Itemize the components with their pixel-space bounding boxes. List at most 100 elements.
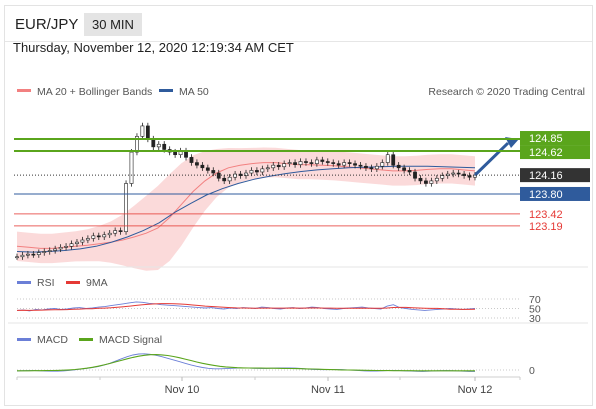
candle-body — [364, 165, 368, 169]
x-tick-label: Nov 12 — [458, 384, 493, 396]
candle-body — [440, 175, 445, 179]
candle-body — [342, 162, 347, 166]
candle-body — [374, 165, 379, 170]
candle-body — [31, 253, 36, 256]
candle-body — [118, 230, 123, 232]
timeframe-button[interactable]: 30 MIN — [84, 13, 142, 36]
candle-body — [145, 125, 150, 140]
level-label-124.62: 124.62 — [529, 147, 563, 159]
candle-body — [304, 161, 308, 163]
rsi-legend-swatch — [17, 281, 31, 284]
candle-body — [353, 163, 357, 166]
price-plot-area — [15, 122, 519, 271]
ma50-legend-label: MA 50 — [179, 86, 209, 98]
timestamp: Thursday, November 12, 2020 12:19:34 AM … — [13, 40, 294, 55]
candle-body — [64, 246, 68, 248]
candle-body — [26, 253, 30, 256]
candle-body — [380, 162, 385, 167]
candle-body — [80, 239, 85, 243]
level-tag-123.80 — [520, 186, 590, 201]
currency-pair: EUR/JPY — [15, 16, 79, 33]
candle-body — [451, 172, 456, 175]
projection-arrow — [473, 141, 510, 177]
candle-body — [195, 162, 199, 166]
candle-body — [244, 172, 248, 176]
candle-body — [211, 170, 216, 174]
macd-legend-label: MACD — [37, 334, 68, 346]
candle-body — [276, 164, 281, 168]
candle-body — [320, 159, 325, 162]
candle-body — [189, 157, 194, 163]
candle-body — [162, 143, 167, 150]
candle-body — [91, 235, 96, 239]
candle-body — [102, 234, 107, 238]
candle-body — [293, 162, 297, 165]
candle-body — [385, 154, 390, 163]
chart-widget: EUR/JPY 30 MIN — [4, 5, 593, 406]
level-label-123.19: 123.19 — [529, 221, 563, 233]
macd-signal-legend-label: MACD Signal — [99, 334, 162, 346]
rsi-ma-line — [16, 303, 476, 311]
level-tag-124.62 — [520, 145, 590, 160]
credit-text: Research © 2020 Trading Central — [428, 86, 585, 98]
candle-body — [407, 170, 412, 173]
candle-body — [69, 243, 74, 247]
candle-body — [15, 256, 19, 259]
candle-body — [456, 172, 461, 175]
candle-body — [287, 162, 292, 164]
candle-body — [271, 164, 276, 169]
rsi-level-label: 70 — [529, 294, 541, 306]
candle-body — [424, 180, 428, 184]
candle-body — [36, 252, 41, 255]
candle-body — [282, 163, 287, 168]
rsi-ma-legend-swatch — [66, 281, 80, 284]
candle-body — [140, 125, 145, 137]
ma20-legend-label: MA 20 + Bollinger Bands — [37, 86, 152, 98]
candle-body — [325, 161, 330, 163]
rsi-ma-legend-label: 9MA — [86, 277, 108, 289]
level-label-124.85: 124.85 — [529, 133, 563, 145]
candle-body — [107, 232, 112, 236]
candle-body — [113, 230, 118, 234]
candle-body — [58, 247, 63, 250]
candle-body — [156, 143, 161, 148]
macd-signal-legend-swatch — [79, 338, 93, 341]
x-tick-label: Nov 11 — [311, 384, 345, 396]
candle-body — [336, 163, 341, 166]
candle-body — [309, 162, 314, 164]
candle-body — [314, 159, 319, 164]
candle-body — [20, 254, 25, 258]
candle-body — [260, 168, 265, 173]
rsi-legend-label: RSI — [37, 277, 55, 289]
ma50-legend-swatch — [159, 89, 173, 92]
rsi-line — [16, 301, 476, 312]
chart-header: EUR/JPY 30 MIN — [5, 6, 592, 42]
candle-body — [402, 167, 407, 171]
candle-body — [358, 164, 363, 167]
candle-body — [429, 180, 434, 184]
candle-body — [418, 177, 423, 182]
macd-zero-label: 0 — [529, 365, 535, 377]
candle-body — [391, 154, 396, 166]
candle-body — [53, 248, 58, 251]
level-label-124.16: 124.16 — [529, 170, 563, 182]
candle-body — [129, 151, 134, 184]
bollinger-band — [17, 147, 475, 271]
candle-body — [396, 164, 401, 169]
candle-body — [216, 172, 221, 179]
candle-body — [249, 170, 254, 174]
rsi-level-label: 50 — [529, 304, 541, 316]
level-tag-124.85 — [520, 131, 590, 146]
candle-body — [200, 164, 205, 169]
ma20-legend-swatch — [17, 89, 31, 92]
candle-body — [227, 176, 232, 182]
macd-signal-line — [17, 354, 475, 372]
candle-body — [135, 136, 139, 153]
x-axis-ticks: Nov 10 Nov 11 Nov 12 — [16, 377, 521, 396]
candle-body — [124, 183, 128, 232]
candle-body — [265, 167, 270, 170]
level-label-123.42: 123.42 — [529, 209, 563, 221]
macd-plot-area: 0 — [16, 353, 535, 377]
candle-body — [298, 161, 303, 165]
